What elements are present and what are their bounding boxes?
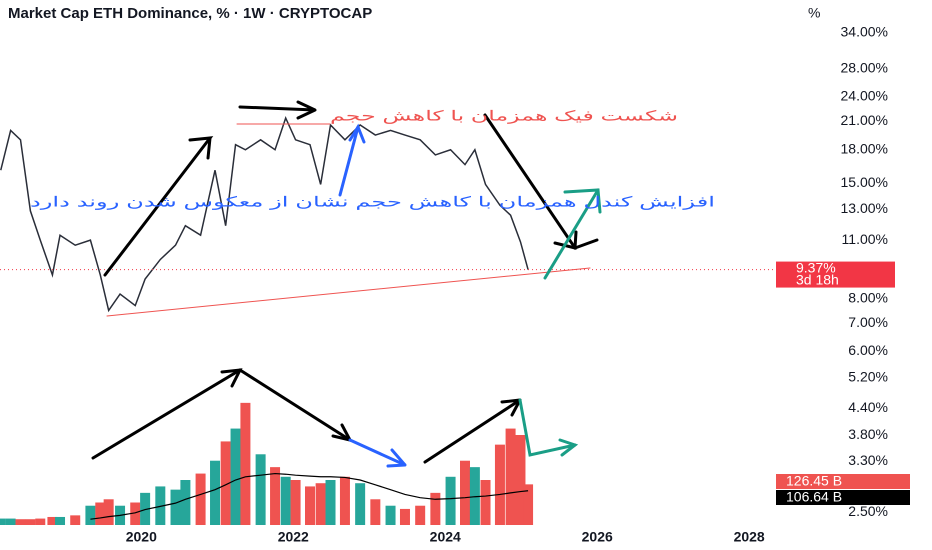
y-tick-label: 6.00% [848,342,888,358]
volume-bar [270,467,281,525]
volume-bar [385,505,396,525]
y-tick-label: 21.00% [841,112,888,128]
volume-bar [355,483,366,525]
y-tick-label: 11.00% [842,231,888,247]
arrow-head [348,123,366,144]
annotation: شکست فیک همزمان با کاهش حجم [330,108,678,125]
volume-bar [315,483,326,525]
arrow [338,125,360,197]
arrow-head [386,463,407,468]
volume-bar [70,515,81,525]
volume-last-box [776,474,910,489]
volume-bar [515,435,526,525]
y-tick-label: 13.00% [841,200,888,216]
arrow [543,188,600,280]
y-tick-label: 8.00% [848,289,888,305]
volume-bar [140,492,151,525]
volume-bar [325,480,336,525]
volume-bar [494,444,505,525]
volume-bar [170,489,181,525]
y-tick-label: 2.50% [848,503,888,519]
unit-label: % [808,5,820,21]
volume-last-label: 126.45 B [786,473,842,489]
arrow-head [510,398,522,417]
volume-ma [90,472,529,520]
volume-ma-box [776,490,910,505]
y-tick-label: 15.00% [841,174,888,190]
y-tick-label: 24.00% [841,88,888,104]
x-tick-label: 2022 [278,529,309,545]
volume-bar [195,473,206,525]
y-tick-label: 4.40% [848,399,888,415]
volume-bar [25,519,36,525]
volume-bar [339,476,350,525]
trend-line [106,267,591,317]
arrow-head [220,368,243,388]
volume-bar [280,476,291,525]
volume-bar [0,518,6,525]
volume-bar [290,480,301,525]
chart-title: Market Cap ETH Dominance, % · 1W · CRYPT… [8,5,372,22]
volume-bar [55,516,66,525]
volume-bar [240,402,251,525]
volume-bar [155,486,166,525]
volume-bar [460,460,470,525]
last-price-box [776,261,895,288]
price-line [0,115,529,313]
arrow-head [206,136,212,160]
volume-bar [399,508,410,525]
countdown-label: 3d 18h [796,271,839,287]
annotation: افزایش کندل همزمان با کاهش حجم نشان از م… [30,194,715,211]
y-tick-label: 18.00% [841,140,888,156]
arrow-head [296,108,317,120]
volume-bar [103,499,114,525]
arrow [518,398,577,457]
volume-bar [230,428,241,525]
x-tick-label: 2024 [430,529,461,545]
volume-bar [305,486,315,525]
volume-bar [445,476,456,525]
volume-bar [180,480,191,525]
volume-bar [210,460,221,525]
y-tick-label: 28.00% [841,59,888,75]
volume-bar [5,518,16,525]
arrow-head [558,438,579,457]
annotations [91,100,602,468]
volume-bar [480,480,491,525]
volume-bar [370,499,381,525]
volume-bar [47,516,58,525]
y-tick-label: 7.00% [848,314,888,330]
volume-bar [505,428,516,525]
y-tick-label: 34.00% [841,24,888,40]
y-tick-label: 3.30% [848,452,888,468]
x-tick-label: 2028 [734,529,765,545]
arrow-head [553,230,578,250]
y-tick-label: 3.80% [848,426,888,442]
x-tick-label: 2026 [582,529,613,545]
y-tick-label: 5.20% [848,368,888,384]
volume-bar [255,454,266,525]
volume-bar [469,467,480,525]
volume-ma-label: 106.64 B [786,489,842,505]
volume-bar [523,484,534,525]
last-price-label: 9.37% [796,259,836,275]
arrow-head [563,188,602,214]
volume-bar [85,505,96,525]
volume-bar [220,441,231,525]
volume-bar [430,492,441,525]
volume-bar [35,518,46,525]
volume-bar [415,505,426,525]
volume-bar [130,502,141,525]
x-tick-label: 2020 [126,529,157,545]
volume-bar [15,519,26,525]
volume-bar [95,502,106,525]
